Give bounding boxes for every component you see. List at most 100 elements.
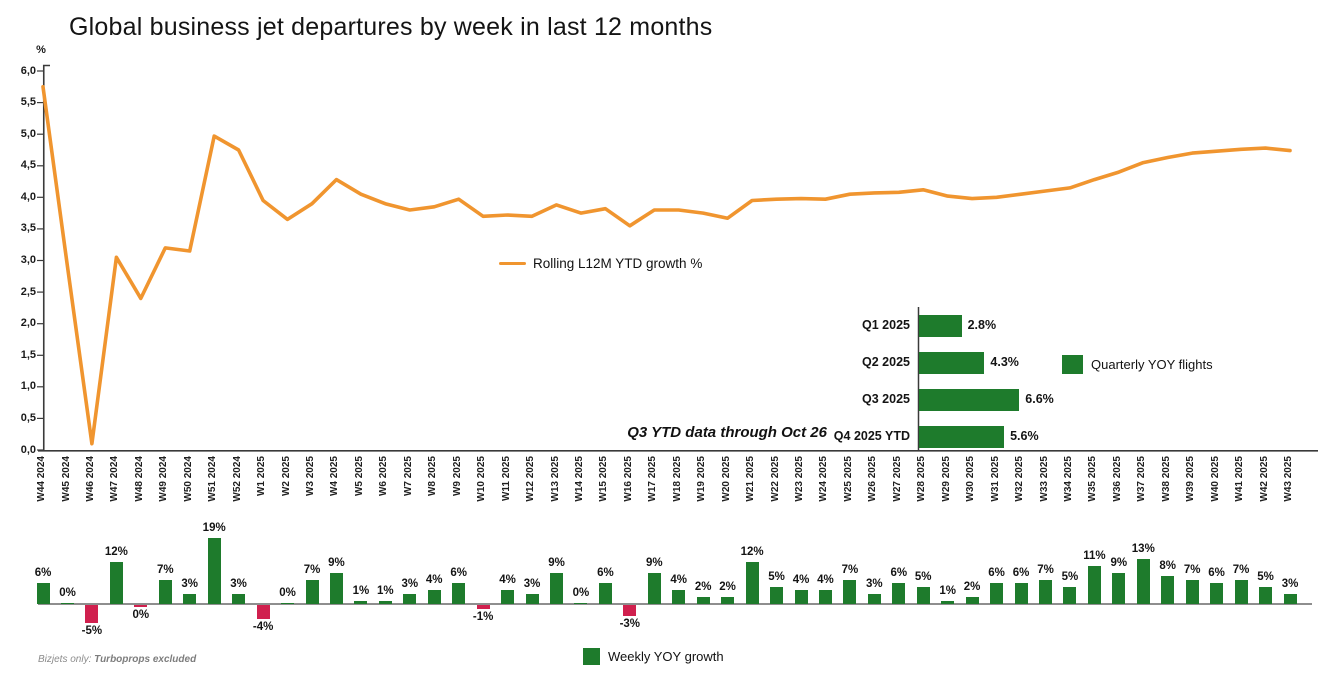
weekly-bar-label: 7% (841, 563, 859, 576)
weekly-bar (1161, 576, 1175, 604)
week-label: W47 2024 (109, 456, 121, 502)
quarterly-category-label: Q1 2025 (862, 318, 910, 332)
weekly-bar (109, 562, 123, 604)
weekly-bar-label: 3% (181, 577, 198, 590)
quarterly-bar (919, 389, 1020, 411)
weekly-bar (598, 583, 612, 604)
weekly-bar (501, 590, 515, 604)
week-label: W38 2025 (1160, 456, 1172, 502)
quarterly-category-label: Q4 2025 YTD (833, 429, 910, 443)
weekly-bar-label: 0% (572, 587, 590, 599)
weekly-bar (452, 583, 466, 604)
y-tick-label: 6,0 (20, 64, 36, 77)
weekly-bar-label: 9% (1110, 556, 1128, 569)
week-label: W37 2025 (1136, 456, 1148, 502)
quarterly-bar (919, 352, 985, 374)
weekly-bar (1185, 579, 1199, 604)
weekly-bar-label: 9% (645, 556, 663, 569)
weekly-bar-label: -4% (252, 621, 274, 633)
weekly-bar-label: 6% (890, 567, 908, 579)
week-label: W9 2025 (451, 456, 463, 497)
weekly-bar-label: 6% (450, 567, 467, 579)
green-square-swatch-icon (1062, 355, 1083, 374)
y-tick-label: 0,5 (20, 411, 36, 424)
week-label: W12 2025 (525, 456, 536, 502)
weekly-bar-label: 6% (34, 567, 52, 579)
week-label: W52 2024 (231, 456, 243, 502)
weekly-bar-label: 7% (1183, 563, 1201, 576)
weekly-bar-label: 5% (1257, 570, 1274, 583)
week-label: W21 2025 (745, 456, 757, 502)
weekly-bar (85, 605, 99, 623)
week-label: W2 2025 (280, 456, 292, 497)
y-axis (42, 64, 50, 451)
legend-weekly-yoy: Weekly YOY growth (583, 648, 724, 665)
legend-weekly-yoy-label: Weekly YOY growth (608, 649, 724, 664)
week-label: W41 2025 (1234, 456, 1246, 502)
weekly-bar (427, 590, 441, 604)
week-label: W36 2025 (1111, 456, 1123, 502)
weekly-bar (990, 583, 1004, 604)
weekly-bar (403, 593, 417, 604)
weekly-bar-label: 4% (425, 574, 443, 586)
y-tick-label: 4,0 (20, 190, 36, 203)
week-label: W4 2025 (329, 456, 341, 497)
week-label: W30 2025 (965, 456, 977, 502)
weekly-bar-label: 7% (303, 563, 321, 576)
week-label: W34 2025 (1062, 456, 1074, 502)
y-tick-label: 0,0 (20, 443, 36, 456)
weekly-bar-label: 3% (230, 577, 247, 590)
y-tick-label: 1,0 (20, 380, 36, 393)
week-label: W48 2024 (133, 456, 145, 502)
weekly-bar-label: 3% (523, 577, 541, 590)
weekly-bar (476, 605, 490, 609)
weekly-bar-label: 6% (1012, 567, 1030, 579)
weekly-bar (672, 590, 686, 604)
weekly-bar (134, 605, 148, 607)
weekly-bar (1014, 583, 1028, 604)
week-label: W3 2025 (305, 456, 316, 497)
week-label: W31 2025 (989, 456, 1001, 502)
weekly-bar (378, 600, 392, 604)
week-label: W19 2025 (696, 456, 708, 502)
y-tick-label: 1,5 (20, 348, 36, 361)
quarterly-bar-label: 2.8% (967, 318, 997, 332)
week-label: W35 2025 (1087, 456, 1099, 502)
weekly-bar-label: -5% (81, 624, 103, 637)
weekly-bar (1259, 586, 1272, 604)
weekly-bar (1087, 565, 1101, 604)
weekly-bar-label: 0% (132, 609, 150, 621)
weekly-bar (281, 602, 294, 604)
week-label: W20 2025 (720, 456, 732, 502)
weekly-bar (1210, 583, 1224, 604)
weekly-bar-label: 5% (768, 570, 785, 583)
weekly-bar (965, 597, 979, 604)
weekly-bar-label: 4% (670, 574, 687, 586)
weekly-bar-label: 3% (1281, 577, 1299, 590)
weekly-bar (623, 605, 637, 616)
footnote-bold: Turboprops excluded (94, 654, 197, 665)
weekly-bar (36, 583, 50, 604)
weekly-bar-label: 7% (1232, 563, 1250, 576)
weekly-bar (183, 593, 197, 604)
week-label: W1 2025 (256, 456, 268, 497)
y-tick-label: 5,5 (20, 96, 36, 109)
weekly-bar-label: 0% (279, 587, 296, 599)
week-label: W46 2024 (84, 456, 96, 502)
week-label: W22 2025 (769, 456, 781, 502)
weekly-bar (61, 602, 74, 604)
footnote: Bizjets only: Turboprops excluded (38, 654, 196, 665)
quarterly-chart-note: Q3 YTD data through Oct 26 (627, 424, 827, 441)
legend-quarterly-yoy: Quarterly YOY flights (1062, 355, 1213, 374)
weekly-bar (941, 600, 955, 604)
weekly-bar (818, 590, 832, 604)
weekly-bar-label: 12% (740, 546, 764, 558)
weekly-bar (916, 586, 930, 604)
week-label: W26 2025 (867, 456, 879, 502)
weekly-bar (354, 600, 368, 604)
weekly-bar (1283, 593, 1297, 604)
weekly-bar (770, 586, 783, 604)
weekly-bar-label: 1% (352, 584, 370, 597)
week-label: W32 2025 (1014, 456, 1025, 502)
